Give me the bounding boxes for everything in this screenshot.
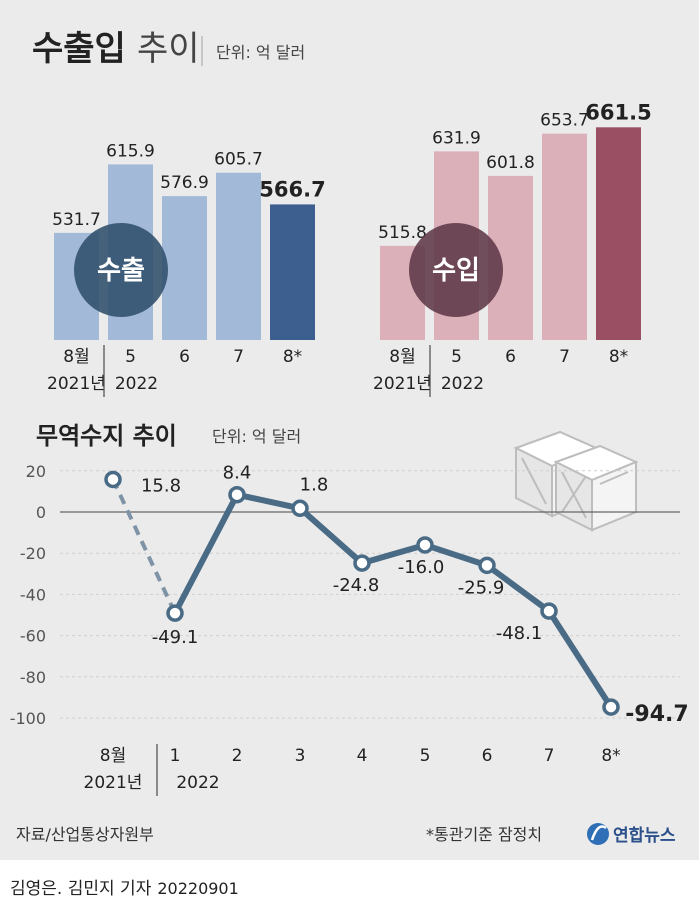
trade-balance-value-label: -48.1 (496, 623, 543, 644)
import-category-label: 6 (505, 347, 516, 367)
export-category-label: 7 (233, 347, 244, 367)
trade-balance-point (104, 470, 122, 489)
export-value-label: 531.7 (52, 210, 101, 230)
import-value-label: 661.5 (585, 100, 651, 124)
trade-balance-value-label: -25.9 (458, 577, 505, 598)
export-import-title-suffix: 추이 (137, 29, 200, 69)
import-category-label: 5 (451, 347, 462, 367)
chart-canvas: 수출입 추이 단위: 억 달러 531.7 8월 615.9 5 576.9 6 605.7… (10, 29, 689, 846)
trade-balance-value-label: -16.0 (398, 557, 445, 578)
trade-balance-value-label: 15.8 (141, 475, 181, 496)
trade-balance-unit-label: 단위: 억 달러 (212, 427, 301, 446)
export-value-label: 576.9 (160, 173, 209, 193)
footer (0, 860, 699, 902)
y-tick-label: -20 (20, 544, 46, 563)
export-year-label: 2022 (115, 374, 158, 394)
export-bar (270, 204, 315, 340)
trade-balance-category-label: 2 (232, 746, 243, 766)
byline-date: 20220901 (157, 879, 239, 898)
export-bar (162, 196, 207, 340)
import-bar (542, 133, 587, 340)
y-tick-label: -80 (20, 668, 46, 687)
import-bar (596, 127, 641, 341)
trade-balance-point (602, 698, 620, 716)
trade-balance-point (540, 602, 558, 620)
trade-balance-line (172, 491, 614, 709)
export-value-label: 566.7 (259, 177, 325, 201)
trade-balance-value-label: 1.8 (300, 474, 329, 495)
export-value-label: 615.9 (106, 141, 155, 161)
source-note: 자료/산업통상자원부 (16, 825, 154, 844)
export-year-label: 2021년 (47, 374, 106, 394)
export-bar-chart: 531.7 8월 615.9 5 576.9 6 605.7 7 566.7 8* 2021년 202… (47, 141, 326, 397)
import-year-label: 2021년 (373, 374, 432, 394)
trade-balance-category-label: 6 (482, 746, 493, 766)
trade-balance-value-label: -49.1 (152, 627, 199, 648)
export-badge-label: 수출 (97, 256, 145, 286)
import-category-label: 8월 (389, 347, 415, 367)
trade-balance-value-label: 8.4 (223, 463, 252, 484)
trade-balance-category-label: 4 (357, 746, 368, 766)
import-value-label: 653.7 (540, 111, 589, 131)
trade-balance-category-label: 8월 (100, 746, 126, 766)
cargo-boxes-icon (513, 430, 639, 532)
import-badge (409, 223, 503, 317)
y-tick-label: 0 (36, 503, 46, 522)
import-category-label: 8* (609, 347, 628, 367)
trade-balance-category-label: 8* (601, 746, 620, 766)
trade-balance-point (353, 554, 371, 572)
byline: 김영은. 김민지 기자 20220901 (10, 874, 239, 899)
trade-balance-category-label: 1 (170, 746, 181, 766)
import-value-label: 515.8 (378, 223, 427, 243)
export-category-label: 5 (125, 347, 136, 367)
trade-balance-category-label: 3 (295, 746, 306, 766)
agency-logo: 연합뉴스 (587, 823, 676, 846)
trade-balance-point (416, 536, 434, 554)
footnote: *통관기준 잠정치 (426, 825, 542, 844)
import-value-label: 631.9 (432, 128, 481, 148)
trade-balance-point (166, 604, 184, 622)
trade-balance-year-label: 2022 (176, 773, 219, 793)
y-tick-label: 20 (26, 462, 46, 481)
trade-balance-point (291, 499, 309, 518)
trade-balance-point (228, 485, 246, 504)
import-badge-label: 수입 (432, 256, 480, 286)
import-value-label: 601.8 (486, 153, 535, 173)
export-import-title: 수출입 (32, 29, 126, 69)
trade-balance-title: 무역수지 추이 (36, 422, 177, 450)
import-bar-chart: 515.8 8월 631.9 5 601.8 6 653.7 7 661.5 8* 2021년 202… (373, 100, 652, 397)
export-badge (74, 223, 168, 317)
export-import-unit-label: 단위: 억 달러 (216, 43, 305, 62)
export-category-label: 8* (283, 347, 302, 367)
import-year-label: 2022 (441, 374, 484, 394)
trade-balance-point (478, 556, 496, 575)
export-category-label: 8월 (63, 347, 89, 367)
trade-balance-value-label: -94.7 (625, 702, 688, 727)
export-category-label: 6 (179, 347, 190, 367)
trade-balance-value-label: -24.8 (333, 575, 380, 596)
trade-balance-dashed-segment (111, 478, 177, 614)
trade-balance-category-label: 5 (420, 746, 431, 766)
byline-author: 김영은. 김민지 기자 (10, 879, 152, 899)
export-value-label: 605.7 (214, 150, 263, 170)
y-tick-label: -60 (20, 627, 46, 646)
import-category-label: 7 (559, 347, 570, 367)
y-tick-label: -40 (20, 585, 46, 604)
export-bar (216, 172, 261, 340)
agency-name: 연합뉴스 (613, 825, 676, 846)
trade-balance-line-chart: 20 0 -20 -40 -60 -80 -100 15.8 8월 -49.1 1 8.4 2 1.8 3 -… (10, 462, 689, 796)
trade-balance-year-label: 2021년 (84, 773, 143, 793)
trade-balance-category-label: 7 (544, 746, 555, 766)
y-tick-label: -100 (10, 709, 46, 728)
